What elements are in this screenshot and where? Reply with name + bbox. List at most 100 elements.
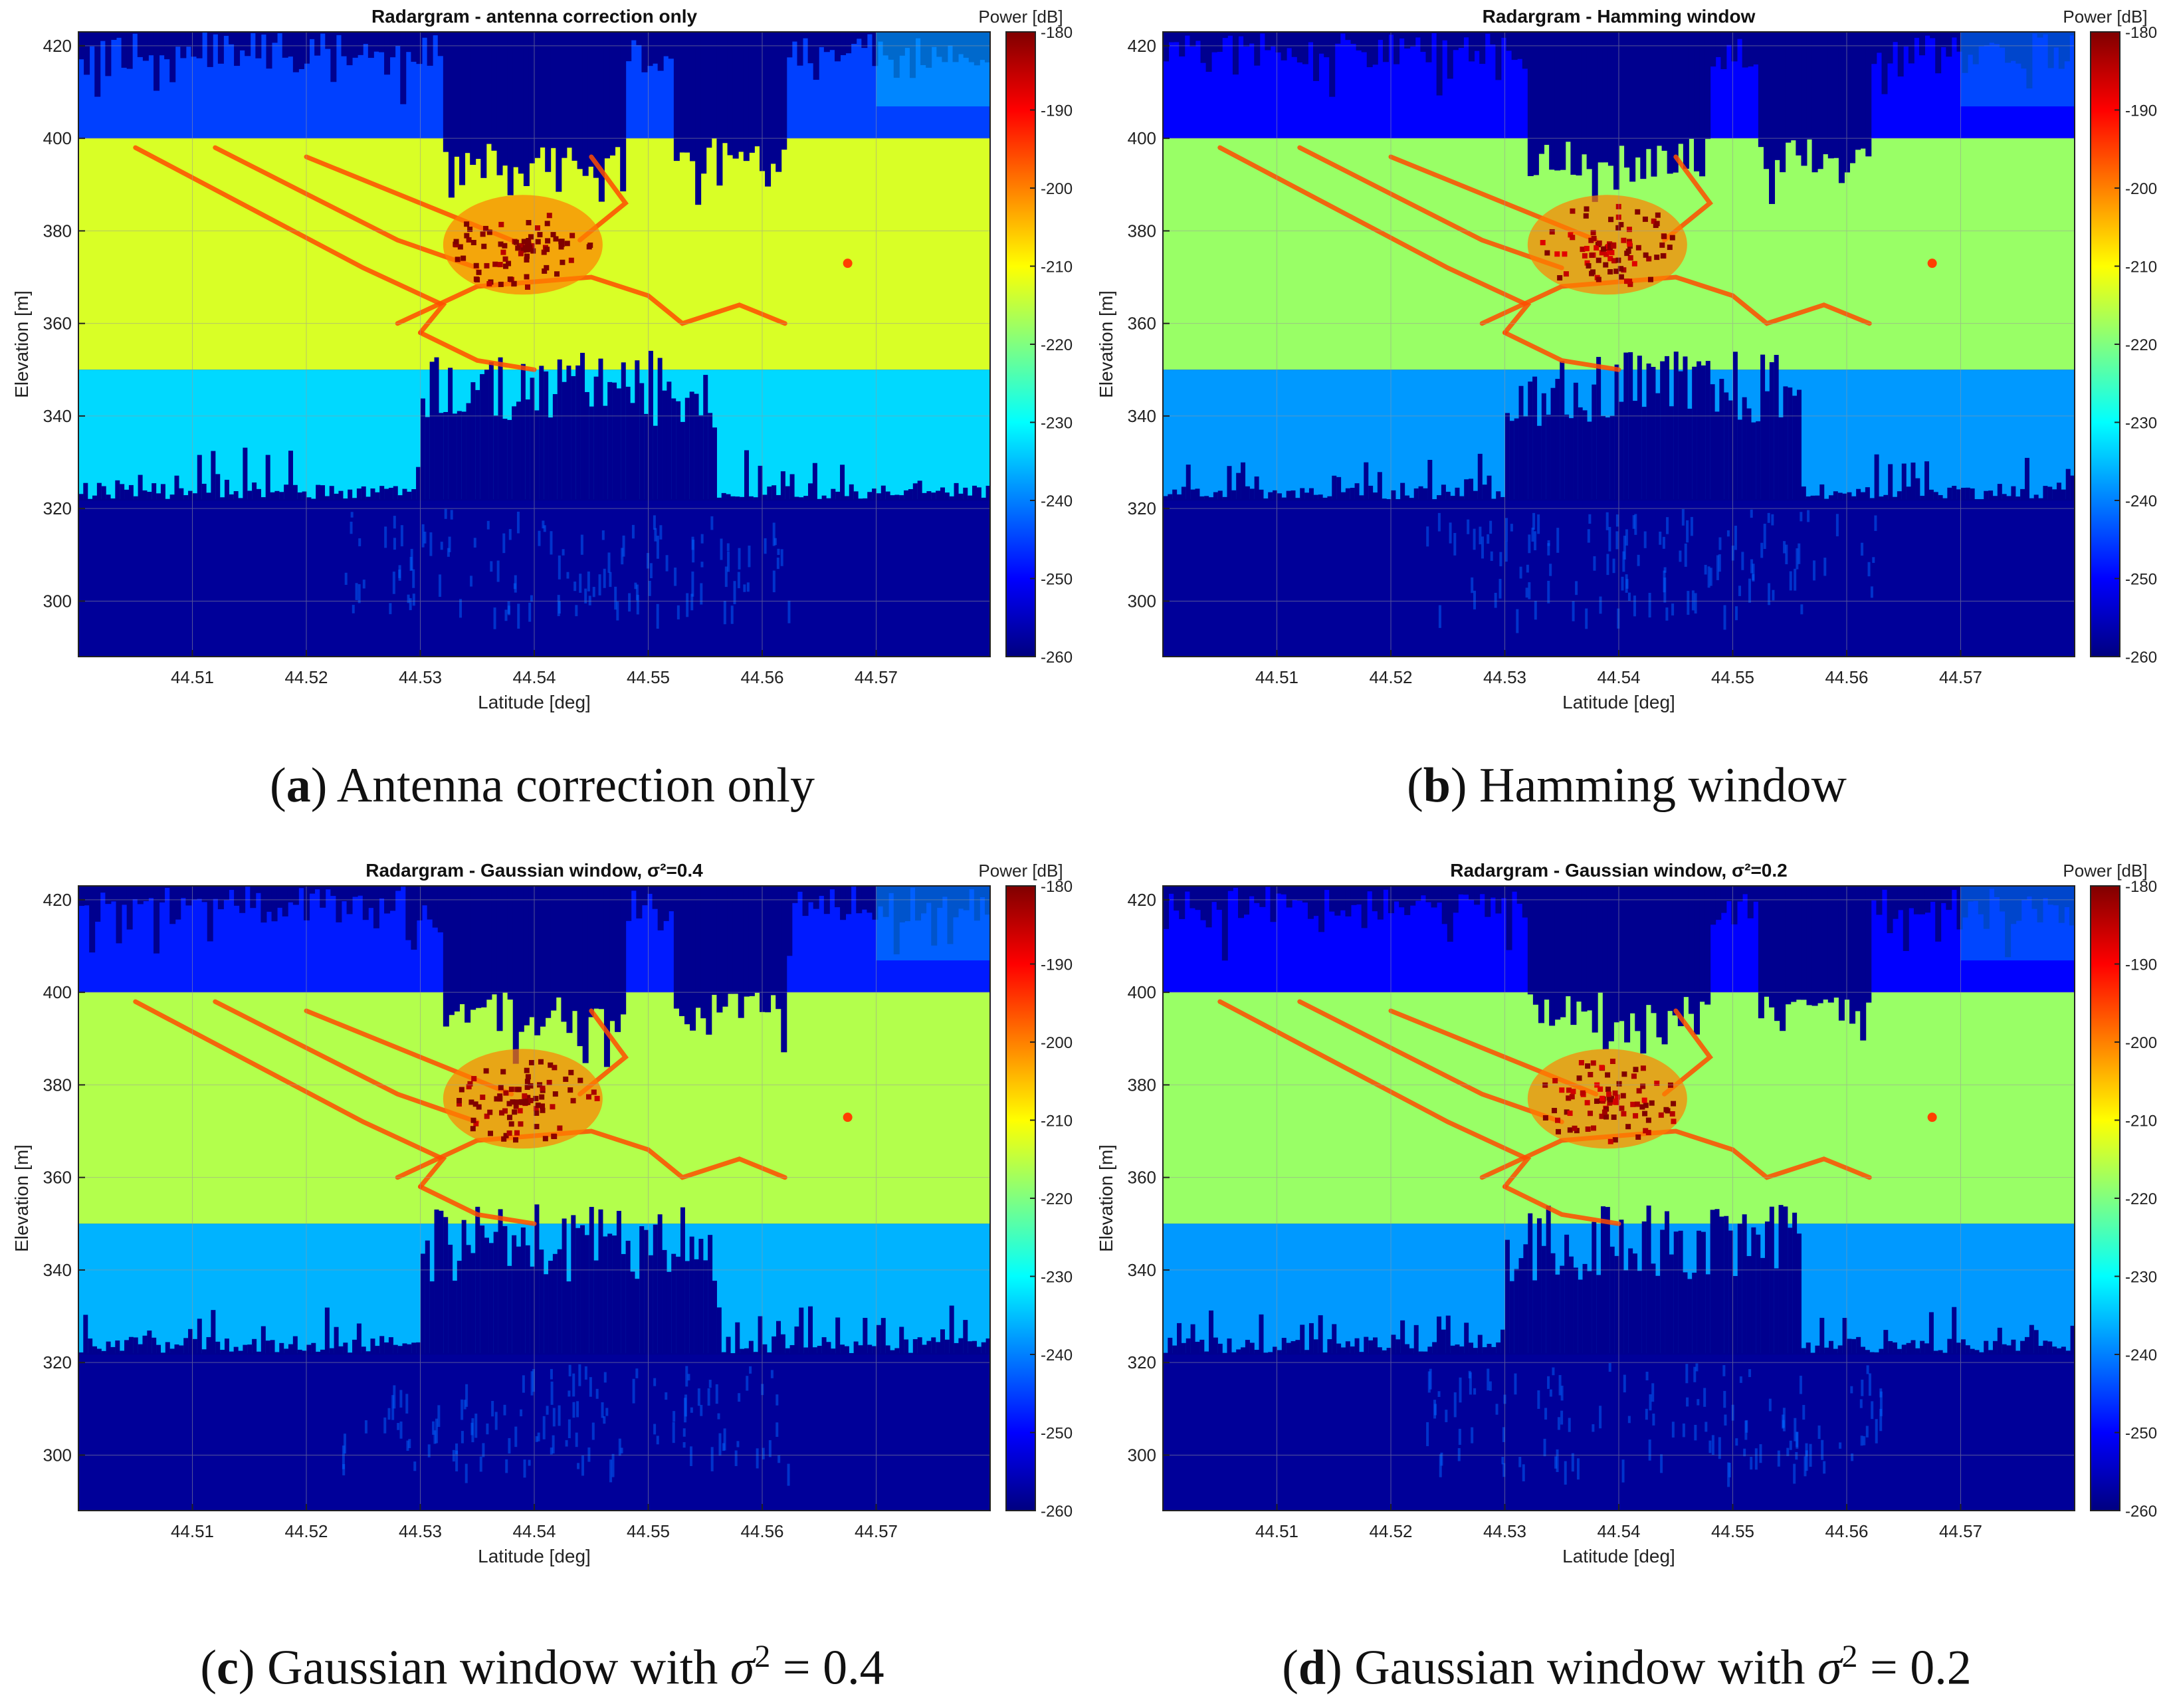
noise-speck xyxy=(587,571,590,591)
hotspot-pixel xyxy=(470,1126,476,1132)
subsurface-spike xyxy=(1186,465,1191,501)
sky-notch xyxy=(1554,32,1561,171)
subsurface-spike xyxy=(1587,421,1592,501)
subsurface-spike xyxy=(612,1235,617,1355)
noise-speck xyxy=(768,1440,772,1457)
hotspot-pixel xyxy=(524,1084,530,1090)
subsurface-spike xyxy=(297,492,302,501)
subsurface-spike xyxy=(985,1338,990,1355)
colorbar-tick-label: -220 xyxy=(1041,336,1073,354)
sky-notch xyxy=(1667,886,1673,1012)
noise-speck xyxy=(516,511,520,534)
subsurface-spike xyxy=(1277,1350,1282,1355)
sky-notch xyxy=(1855,886,1861,1012)
colorbar-tick-label: -260 xyxy=(1041,649,1073,667)
sky-notch xyxy=(1259,32,1266,34)
subsurface-spike xyxy=(890,1350,895,1355)
sky-notch xyxy=(668,32,674,59)
subsurface-spike xyxy=(388,1337,393,1355)
subsurface-spike xyxy=(2052,489,2057,501)
subsurface-spike xyxy=(1281,497,1287,501)
noise-speck xyxy=(1494,593,1497,608)
sky-notch xyxy=(432,32,439,36)
subsurface-spike xyxy=(1792,395,1798,501)
noise-speck xyxy=(710,516,714,530)
subsurface-spike xyxy=(220,1350,225,1355)
subsurface-spike xyxy=(1432,1342,1437,1355)
noise-speck xyxy=(777,1455,781,1463)
sky-notch xyxy=(1189,32,1196,47)
noise-speck xyxy=(575,1432,578,1447)
hotspot-pixel xyxy=(1616,1081,1622,1087)
subsurface-spike xyxy=(1350,488,1355,501)
hotspot-pixel xyxy=(499,1110,505,1116)
subsurface-spike xyxy=(1372,492,1378,501)
colorbar-tick-label: -260 xyxy=(2125,649,2157,667)
sky-notch xyxy=(1849,886,1856,1024)
sky-notch xyxy=(1516,32,1523,59)
radargram-chart-d: Radargram - Gaussian window, σ²=0.244.51… xyxy=(1096,860,2157,1566)
noise-speck xyxy=(1704,1422,1708,1432)
sky-notch xyxy=(89,32,96,47)
noise-speck xyxy=(1437,512,1441,532)
noise-speck xyxy=(692,540,695,563)
x-tick-label: 44.51 xyxy=(1255,667,1298,687)
sky-notch xyxy=(1382,886,1389,890)
subsurface-spike xyxy=(279,492,284,501)
subsurface-spike xyxy=(1883,494,1889,501)
subsurface-spike xyxy=(1377,472,1382,501)
noise-speck xyxy=(1739,1376,1742,1383)
grid xyxy=(78,886,990,1511)
subsurface-spike xyxy=(1459,496,1465,501)
subsurface-spike xyxy=(1732,352,1738,501)
noise-speck xyxy=(1556,528,1560,553)
noise-speck xyxy=(1804,1456,1807,1477)
subsurface-spike xyxy=(2043,486,2048,501)
subsurface-spike xyxy=(968,1341,973,1355)
sky-notch xyxy=(1366,32,1373,68)
sky-notch xyxy=(367,886,374,908)
hotspot-pixel xyxy=(558,244,564,250)
colorbar-tick-label: -240 xyxy=(2125,1346,2157,1364)
sky-notch xyxy=(1806,32,1813,140)
noise-speck xyxy=(459,599,463,618)
noise-speck xyxy=(364,1420,367,1434)
sky-notch xyxy=(528,886,535,1017)
subsurface-spike xyxy=(1163,1352,1168,1355)
noise-speck xyxy=(580,534,583,555)
subsurface-spike xyxy=(156,1344,161,1355)
noise-speck xyxy=(393,538,396,550)
sky-notch xyxy=(802,32,809,39)
sky-notch xyxy=(1892,32,1899,43)
sky-notch xyxy=(292,886,299,905)
noise-speck xyxy=(1798,543,1801,564)
noise-speck xyxy=(568,1364,571,1377)
noise-speck xyxy=(1851,1453,1854,1461)
noise-speck xyxy=(603,1372,607,1383)
hotspot-pixel xyxy=(518,1121,524,1127)
subsurface-spike xyxy=(206,492,211,501)
sky-notch xyxy=(255,886,262,893)
colorbar-tick-label: -200 xyxy=(2125,180,2157,198)
noise-speck xyxy=(1760,542,1764,558)
hotspot-pixel xyxy=(1586,263,1592,269)
noise-speck xyxy=(1549,1389,1552,1397)
sky-notch xyxy=(207,886,213,942)
hotspot-pixel xyxy=(470,1117,476,1123)
subsurface-spike xyxy=(530,377,535,501)
noise-speck xyxy=(1510,524,1513,532)
hotspot-pixel xyxy=(467,227,473,233)
hotspot-pixel xyxy=(1603,1106,1609,1112)
sky-notch xyxy=(571,32,578,161)
subsurface-spike xyxy=(1701,365,1706,501)
subsurface-spike xyxy=(361,1346,366,1355)
sky-notch xyxy=(1463,886,1469,895)
subsurface-spike xyxy=(1268,1352,1273,1355)
noise-speck xyxy=(1468,1370,1471,1378)
subsurface-spike xyxy=(817,1346,822,1355)
noise-speck xyxy=(1718,1437,1721,1459)
subsurface-spike xyxy=(1819,1317,1825,1355)
hotspot-pixel xyxy=(1619,1105,1625,1111)
noise-speck xyxy=(1718,554,1721,572)
subsurface-spike xyxy=(1300,488,1305,501)
